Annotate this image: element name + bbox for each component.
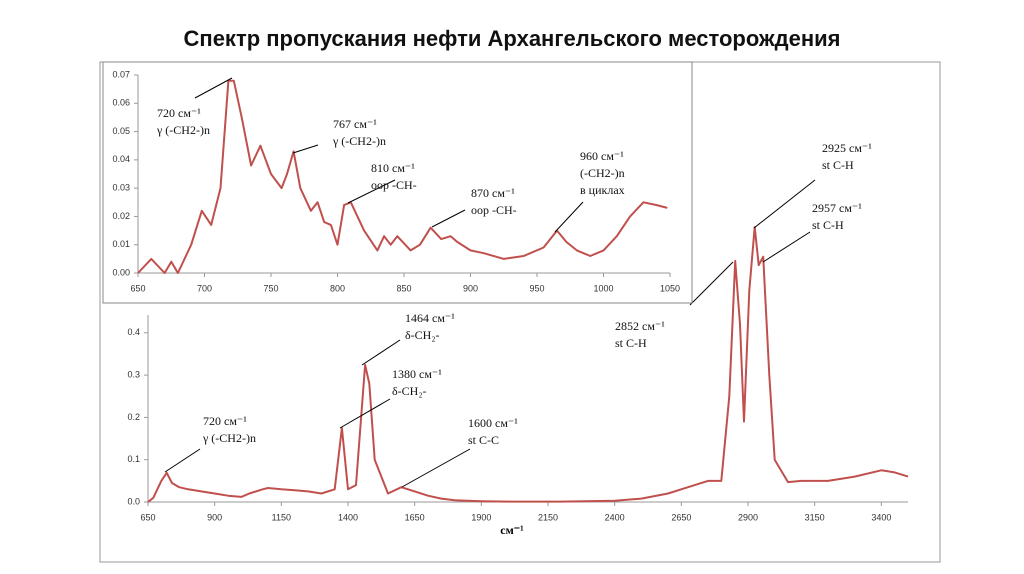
annotation-text: st C-H (812, 218, 844, 232)
annotation-leader (194, 77, 233, 99)
annotation-text: в циклах (580, 183, 625, 197)
x-tick-label: 1050 (660, 283, 680, 293)
annotation-text: 2957 см⁻¹ (812, 201, 862, 215)
annotation-leader (339, 398, 391, 429)
y-tick-label: 0.02 (112, 211, 130, 221)
annotation-leader (431, 209, 466, 228)
annotation-text: 1600 см⁻¹ (468, 416, 518, 430)
x-tick-label: 2650 (671, 512, 691, 522)
x-axis-label: см⁻¹ (500, 523, 524, 537)
x-tick-label: 800 (330, 283, 345, 293)
inset-frame (102, 61, 693, 304)
x-tick-label: 850 (396, 283, 411, 293)
y-tick-label: 0.03 (112, 183, 130, 193)
y-tick-label: 0.04 (112, 154, 130, 164)
y-tick-label: 0.0 (127, 496, 140, 506)
x-tick-label: 1400 (338, 512, 358, 522)
x-tick-label: 900 (207, 512, 222, 522)
annotation-leader (361, 339, 401, 366)
x-tick-label: 3150 (805, 512, 825, 522)
y-tick-label: 0.2 (127, 412, 140, 422)
annotation-text: 720 см⁻¹ (203, 414, 247, 428)
annotation-leader (753, 179, 816, 229)
annotation-text: 960 см⁻¹ (580, 149, 624, 163)
x-tick-label: 950 (529, 283, 544, 293)
annotation-text: 2925 см⁻¹ (822, 141, 872, 155)
spectrum-line (137, 79, 668, 274)
x-tick-label: 900 (463, 283, 478, 293)
annotation-leader (164, 448, 201, 473)
y-tick-label: 0.1 (127, 454, 140, 464)
inset-chart: 650 700 750 800 850 900 950 1000 1050 0.00 0.01 0.0… (112, 69, 680, 293)
annotation-text: oop -CH- (471, 203, 517, 217)
y-tick-label: 0.00 (112, 267, 130, 277)
annotation-leader (762, 231, 811, 263)
x-tick-label: 1150 (272, 512, 291, 522)
annotation-text: st C-C (468, 433, 499, 447)
annotation-text: γ (-CH2-)n (332, 134, 386, 148)
annotation-text: st C-H (615, 336, 647, 350)
x-tick-label: 650 (140, 512, 155, 522)
annotation-text: δ-CH₂- (392, 384, 427, 398)
x-tick-label: 2150 (538, 512, 558, 522)
annotation-text: 870 см⁻¹ (471, 186, 515, 200)
y-tick-label: 0.07 (112, 69, 130, 79)
annotation-text: 720 см⁻¹ (157, 106, 201, 120)
annotation-text: 1380 см⁻¹ (392, 367, 442, 381)
annotation-text: 767 см⁻¹ (333, 117, 377, 131)
annotation-text: 2852 см⁻¹ (615, 319, 665, 333)
annotation-text: γ (-CH2-)n (202, 431, 256, 445)
annotation-text: oop -CH- (371, 178, 417, 192)
annotation-text: 1464 см⁻¹ (405, 311, 455, 325)
x-tick-label: 650 (130, 283, 145, 293)
annotation-leader (347, 179, 396, 204)
y-tick-label: 0.06 (112, 98, 130, 108)
y-tick-label: 0.01 (112, 239, 130, 249)
x-tick-label: 750 (263, 283, 278, 293)
x-tick-label: 700 (197, 283, 212, 293)
y-tick-label: 0.05 (112, 126, 130, 136)
annotation-leader (689, 261, 734, 306)
annotation-leader (401, 448, 471, 488)
spectrum-line (147, 226, 909, 503)
y-tick-label: 0.4 (127, 327, 140, 337)
main-chart: 650 900 1150 1400 1650 1900 2150 2400 2650 2900 31… (127, 141, 909, 537)
x-tick-label: 2900 (738, 512, 758, 522)
annotation-leader (554, 201, 584, 233)
x-tick-label: 1900 (471, 512, 491, 522)
annotation-text: st C-H (822, 158, 854, 172)
annotation-text: (-CH2-)n (580, 166, 625, 180)
x-tick-label: 3400 (871, 512, 891, 522)
x-tick-label: 2400 (605, 512, 625, 522)
y-tick-label: 0.3 (127, 369, 140, 379)
slide-title: Спектр пропускания нефти Архангельского … (184, 26, 841, 51)
annotation-text: γ (-CH2-)n (156, 123, 210, 137)
annotation-text: δ-CH₂- (405, 328, 440, 342)
x-tick-label: 1650 (405, 512, 425, 522)
annotation-text: 810 см⁻¹ (371, 161, 415, 175)
x-tick-label: 1000 (593, 283, 613, 293)
annotation-leader (292, 144, 319, 154)
